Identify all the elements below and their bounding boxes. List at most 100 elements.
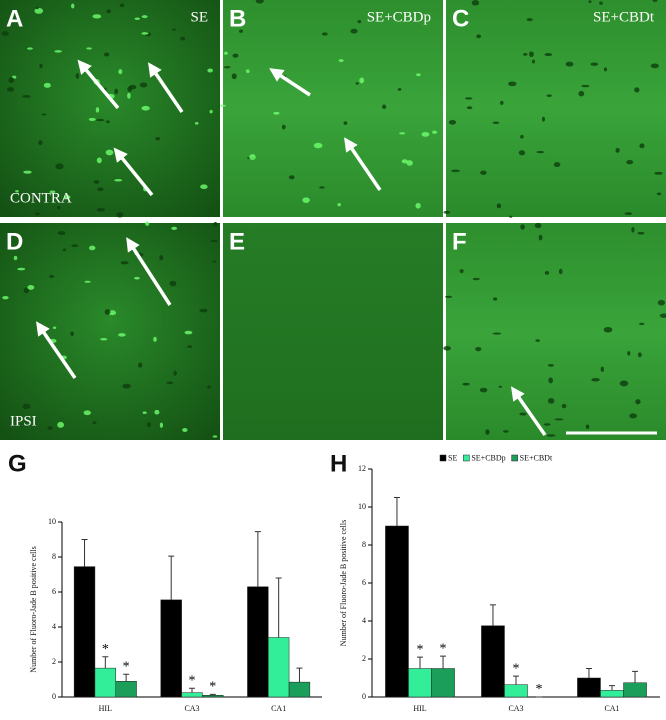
- cell: [96, 118, 105, 122]
- cell: [397, 88, 402, 91]
- significance: *: [189, 673, 196, 688]
- cell: [448, 119, 457, 125]
- cell: [599, 1, 603, 5]
- charts: G Number of Fluoro-Jade B positive cells 0…: [8, 450, 660, 713]
- cell: [421, 131, 430, 137]
- cell: [509, 215, 513, 218]
- cell: [502, 430, 509, 433]
- cell: [485, 429, 490, 435]
- cell: [54, 50, 62, 53]
- cell: [106, 120, 110, 124]
- cell: [518, 150, 526, 156]
- x-tick-label: CA1: [604, 704, 619, 713]
- bar: [288, 681, 311, 698]
- cell: [57, 421, 65, 428]
- cell: [313, 142, 323, 149]
- cell: [534, 222, 542, 229]
- panel-label: B: [229, 5, 246, 32]
- panel-label: F: [452, 228, 467, 255]
- cell: [171, 226, 178, 230]
- bar: [160, 599, 182, 698]
- cell: [220, 104, 226, 107]
- bar: [94, 667, 116, 698]
- cell: [146, 422, 151, 428]
- error-bar: [296, 667, 303, 683]
- cell: [17, 267, 26, 271]
- cell: [212, 260, 217, 263]
- panel-caption: SE+CBDp: [367, 9, 431, 25]
- arrow: [510, 386, 547, 437]
- cell: [652, 0, 658, 3]
- cell: [654, 171, 663, 175]
- cell: [635, 399, 641, 405]
- y-tick-label: 2: [52, 657, 56, 666]
- cell: [22, 95, 31, 98]
- cell: [41, 113, 47, 116]
- panel-label: D: [6, 228, 23, 255]
- cell: [114, 178, 123, 182]
- micrograph: [223, 223, 443, 440]
- cell: [492, 332, 502, 335]
- cell: [656, 192, 662, 196]
- cell: [84, 280, 91, 283]
- error-bar: [209, 693, 216, 696]
- cell: [13, 255, 18, 261]
- cell: [443, 210, 451, 214]
- micrograph: [0, 0, 220, 217]
- arrow: [77, 59, 120, 110]
- bar: [504, 684, 528, 698]
- error-bar: [81, 539, 88, 567]
- cell: [273, 111, 280, 115]
- arrow: [344, 137, 382, 191]
- x-tick-label: CA1: [271, 704, 286, 713]
- panel-caption: SE+CBDt: [593, 9, 655, 25]
- cell: [399, 132, 406, 135]
- cell: [187, 345, 193, 348]
- bar: [385, 525, 409, 698]
- cell: [22, 403, 31, 409]
- cell: [141, 15, 148, 19]
- y-tick-label: 6: [362, 578, 366, 587]
- cell: [8, 77, 15, 84]
- cell: [52, 326, 57, 330]
- panel-side: IPSI: [10, 413, 37, 429]
- significance: *: [536, 682, 543, 697]
- cell: [520, 134, 524, 139]
- cell: [472, 277, 480, 281]
- cell: [464, 97, 473, 100]
- x-tick-label: CA3: [184, 704, 199, 713]
- cell: [96, 157, 102, 164]
- cell: [6, 87, 15, 92]
- cell: [23, 170, 32, 174]
- x-tick-label: CA3: [508, 704, 523, 713]
- cell: [600, 366, 604, 373]
- significance: *: [417, 642, 424, 657]
- cell: [558, 268, 563, 275]
- cell: [626, 159, 634, 165]
- y-tick-label: 12: [358, 464, 366, 473]
- cell: [96, 208, 106, 212]
- panel-label: A: [6, 5, 23, 32]
- panel-label: C: [452, 5, 469, 32]
- cell: [71, 244, 79, 248]
- cell: [500, 100, 504, 105]
- significance: *: [102, 642, 109, 657]
- cell: [355, 82, 359, 85]
- cell: [141, 32, 149, 35]
- cell: [538, 234, 543, 241]
- cell: [541, 116, 546, 122]
- cell: [319, 186, 325, 189]
- cell: [232, 53, 239, 58]
- y-tick-label: 0: [362, 692, 366, 701]
- cell: [288, 175, 295, 180]
- cell: [603, 326, 613, 333]
- cell: [615, 147, 620, 153]
- y-tick-label: 0: [52, 692, 56, 701]
- panel-label: E: [229, 228, 245, 255]
- cell: [169, 280, 177, 287]
- bar: [181, 692, 203, 698]
- cell: [83, 410, 91, 416]
- cell: [357, 19, 362, 24]
- error-bar: [254, 531, 261, 587]
